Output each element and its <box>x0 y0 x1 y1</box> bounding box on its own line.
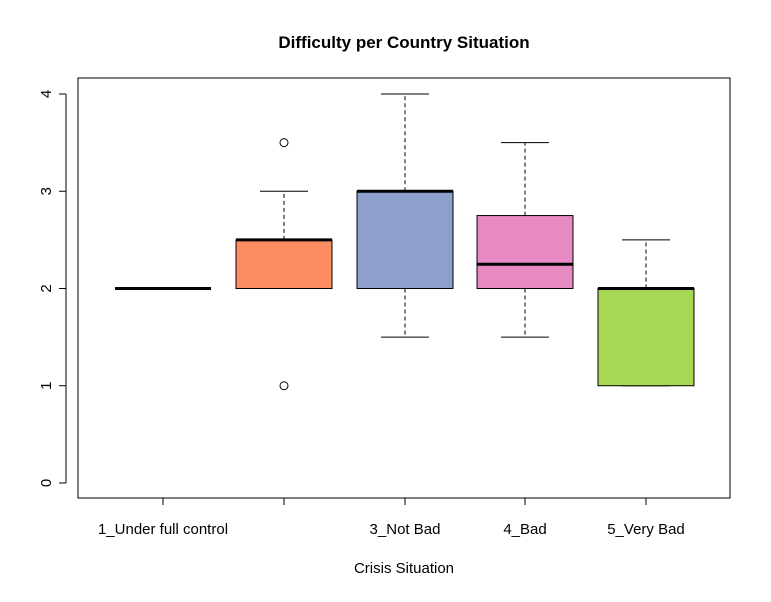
plot-frame <box>77 77 731 499</box>
box-body <box>597 288 695 387</box>
y-tick-label: 3 <box>38 187 55 195</box>
box-group <box>476 142 574 338</box>
y-tick-label: 2 <box>38 284 55 292</box>
x-tick-label: 5_Very Bad <box>607 521 685 538</box>
outlier-point <box>279 381 289 391</box>
outlier-point <box>279 138 289 148</box>
box-body <box>476 215 574 289</box>
box-body <box>356 190 454 289</box>
box-group <box>597 239 695 387</box>
y-tick-label: 1 <box>38 382 55 390</box>
box-group <box>356 93 454 338</box>
x-tick-label: 4_Bad <box>503 521 546 538</box>
y-tick-label: 0 <box>38 479 55 487</box>
box-body <box>235 239 333 289</box>
x-axis: 1_Under full control 3_Not Bad 4_Bad 5_Very… <box>98 498 685 538</box>
box-group <box>235 138 333 391</box>
y-tick-label: 4 <box>38 90 55 98</box>
x-axis-label: Crisis Situation <box>354 560 454 577</box>
chart-title: Difficulty per Country Situation <box>278 33 529 52</box>
x-tick-label: 1_Under full control <box>98 521 228 538</box>
x-tick-label: 3_Not Bad <box>370 521 441 538</box>
y-axis: 0 1 2 3 4 <box>38 90 67 487</box>
box-series <box>115 93 695 391</box>
